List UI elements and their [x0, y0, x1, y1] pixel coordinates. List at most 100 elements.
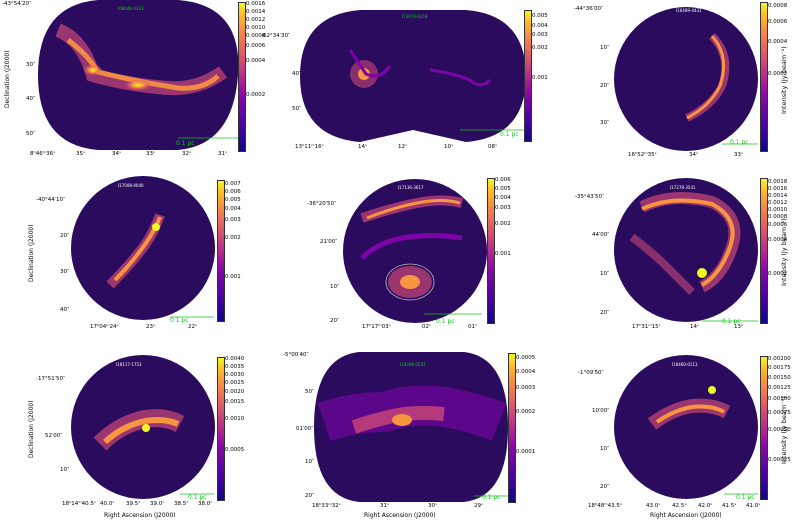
- dec-tick: -35°43′50″: [575, 194, 605, 200]
- colorbar-tick: 0.0004: [516, 369, 536, 375]
- emission-map-i17136: [343, 179, 487, 323]
- colorbar-tick: 0.0016: [768, 186, 788, 192]
- colorbar-tick: 0.0025: [225, 380, 245, 386]
- dec-tick: 20″: [60, 233, 70, 239]
- dec-tick: 10″: [600, 446, 610, 452]
- beam-marker: [303, 134, 305, 136]
- intensity-axis-label: Intensity (Jy beam⁻¹): [780, 396, 788, 464]
- ra-tick: 35ˢ: [76, 151, 86, 157]
- colorbar-tick: 0.005: [532, 13, 548, 19]
- dec-tick: 10″: [600, 271, 610, 277]
- ra-tick: 14ˢ: [358, 144, 368, 150]
- dec-tick: 20″: [305, 493, 315, 499]
- colorbar-tick: 0.0004: [246, 58, 266, 64]
- colorbar-tick: 0.0005: [225, 447, 245, 453]
- colorbar-tick: 0.005: [225, 197, 241, 203]
- ra-tick: 16ʰ52ᵐ35ˢ: [628, 152, 657, 158]
- dec-tick: 10″: [330, 284, 340, 290]
- colorbar-tick: 0.0006: [768, 222, 788, 228]
- colorbar: [217, 180, 225, 322]
- dec-tick: -36°20′50″: [307, 201, 337, 207]
- colorbar-tick: 0.0030: [225, 372, 245, 378]
- beam-marker: [72, 498, 74, 500]
- colorbar-tick: 0.001: [225, 274, 241, 280]
- ra-tick: 14ˢ: [690, 324, 700, 330]
- dec-tick: 52′00″: [45, 433, 63, 439]
- ra-tick: 08ˢ: [488, 144, 498, 150]
- dec-axis-label: Declination (J2000): [4, 50, 11, 108]
- colorbar-tick: 0.006: [495, 177, 511, 183]
- dec-tick: 21′00″: [320, 239, 338, 245]
- colorbar-tick: 0.0012: [768, 200, 788, 206]
- scale-label: 0.1 pc: [436, 318, 455, 325]
- ra-tick: 13ˢ: [734, 324, 744, 330]
- colorbar-tick: 0.0004: [768, 39, 788, 45]
- colorbar-tick: 0.007: [225, 181, 241, 187]
- ra-axis-label: Right Ascension (J2000): [650, 512, 722, 519]
- ra-tick: 17ʰ17ᵐ03ˢ: [362, 324, 391, 330]
- colorbar-tick: 0.0006: [768, 19, 788, 25]
- ra-tick: 30ˢ: [428, 503, 438, 509]
- colorbar-tick: 0.00100: [768, 396, 791, 402]
- ra-tick: 43.0ˢ: [646, 503, 661, 509]
- colorbar-tick: 0.00050: [768, 427, 791, 433]
- dec-tick: 30″: [600, 120, 610, 126]
- colorbar-tick: 0.0005: [516, 355, 536, 361]
- ra-tick: 40.0ˢ: [100, 501, 115, 507]
- dec-tick: 20″: [330, 318, 340, 324]
- scale-label: 0.1 pc: [188, 494, 207, 501]
- colorbar-tick: 0.0002: [768, 271, 788, 277]
- emission-map-i18308: [314, 352, 508, 502]
- beam-marker: [72, 320, 74, 322]
- source-name: I16489-4431: [676, 8, 702, 13]
- source-name: I18117-1753: [116, 362, 142, 367]
- colorbar-tick: 0.0035: [225, 364, 245, 370]
- dec-axis-label: Declination (J2000): [28, 224, 35, 282]
- colorbar-tick: 0.0003: [516, 385, 536, 391]
- colorbar-tick: 0.00075: [768, 410, 791, 416]
- dec-tick: 30″: [26, 62, 36, 68]
- colorbar: [238, 2, 246, 152]
- colorbar-tick: 0.003: [532, 32, 548, 38]
- colorbar: [217, 357, 225, 501]
- intensity-axis-label: Intensity (Jy beam⁻¹): [780, 218, 788, 286]
- emission-map-i16489: [614, 7, 758, 151]
- colorbar-tick: 0.0001: [516, 449, 536, 455]
- colorbar-tick: 0.003: [495, 205, 511, 211]
- beam-marker: [614, 498, 616, 500]
- colorbar: [760, 178, 768, 324]
- emission-map-i08448: [38, 0, 238, 150]
- dec-tick: 10′00″: [592, 408, 610, 414]
- colorbar-tick: 0.00125: [768, 385, 791, 391]
- colorbar-tick: 0.0002: [768, 71, 788, 77]
- emission-map-i18117: [71, 355, 215, 499]
- colorbar-tick: 0.004: [225, 206, 241, 212]
- colorbar: [760, 356, 768, 500]
- dec-tick: 10″: [305, 459, 315, 465]
- scale-label: 0.1 pc: [736, 494, 755, 501]
- colorbar: [524, 10, 532, 142]
- beam-marker: [614, 322, 616, 324]
- colorbar-tick: 0.001: [532, 75, 548, 81]
- ra-tick: 18ʰ48ᵐ43.5ˢ: [588, 503, 622, 509]
- source-name: I08448-4343: [118, 6, 144, 11]
- emission-map-i17008: [71, 176, 215, 320]
- beam-marker: [40, 141, 42, 143]
- ra-tick: 31ˢ: [380, 503, 390, 509]
- colorbar-tick: 0.0004: [768, 237, 788, 243]
- dec-tick: -40°44′10″: [36, 197, 66, 203]
- ra-tick: 39.0ˢ: [150, 501, 165, 507]
- ra-tick: 22ˢ: [188, 324, 198, 330]
- colorbar-tick: 0.00150: [768, 375, 791, 381]
- ra-tick: 01ˢ: [468, 324, 478, 330]
- scale-label: 0.1 pc: [482, 494, 501, 501]
- colorbar-tick: 0.002: [225, 235, 241, 241]
- ra-tick: 42.5ˢ: [672, 503, 687, 509]
- dec-tick: -43°54′20″: [2, 1, 32, 7]
- colorbar-tick: 0.0008: [246, 33, 266, 39]
- ra-axis-label: Right Ascension (J2000): [104, 512, 176, 519]
- dec-tick: 40″: [60, 307, 70, 313]
- beam-marker: [344, 322, 346, 324]
- dec-tick: 20″: [600, 310, 610, 316]
- scale-label: 0.1 pc: [722, 318, 741, 325]
